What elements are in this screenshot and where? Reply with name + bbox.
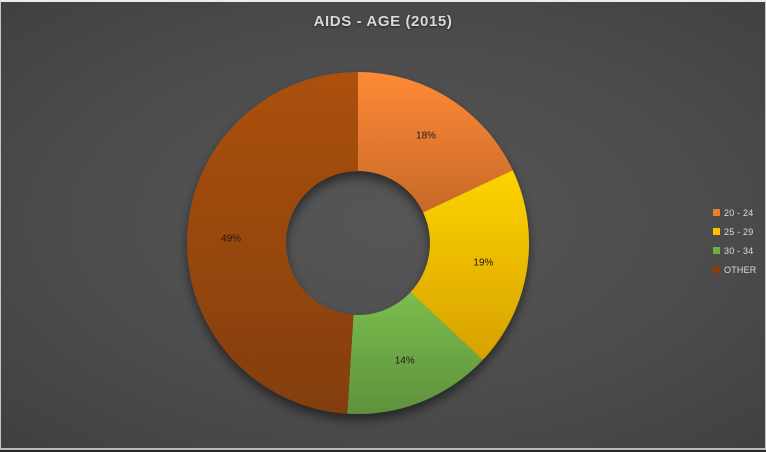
legend-swatch-20-24 (713, 209, 720, 216)
donut-slice-30-34[interactable] (347, 292, 483, 414)
chart-legend: 20 - 24 25 - 29 30 - 34 OTHER (713, 206, 757, 282)
donut-slice-25-29[interactable] (410, 170, 530, 361)
legend-item-other[interactable]: OTHER (713, 263, 757, 276)
legend-item-25-29[interactable]: 25 - 29 (713, 225, 757, 238)
legend-item-20-24[interactable]: 20 - 24 (713, 206, 757, 219)
legend-label-other: OTHER (724, 264, 757, 275)
donut-slice-other[interactable] (187, 72, 358, 414)
legend-swatch-30-34 (713, 247, 720, 254)
legend-label-20-24: 20 - 24 (724, 207, 754, 218)
legend-swatch-other (713, 266, 720, 273)
legend-label-25-29: 25 - 29 (724, 226, 754, 237)
legend-swatch-25-29 (713, 228, 720, 235)
legend-item-30-34[interactable]: 30 - 34 (713, 244, 757, 257)
donut-slice-20-24[interactable] (358, 72, 513, 213)
legend-label-30-34: 30 - 34 (724, 245, 754, 256)
